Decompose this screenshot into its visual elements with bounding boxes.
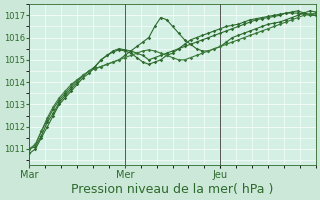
X-axis label: Pression niveau de la mer( hPa ): Pression niveau de la mer( hPa ) bbox=[71, 183, 274, 196]
